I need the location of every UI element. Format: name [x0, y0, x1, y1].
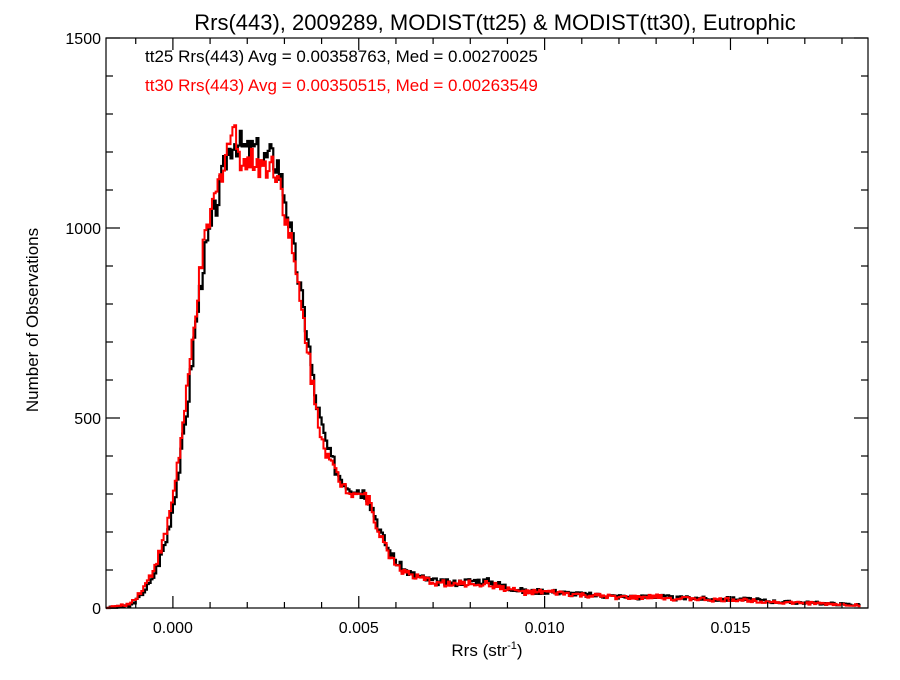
- x-axis-label: Rrs (str-1): [451, 640, 522, 660]
- series-0-line: [106, 129, 861, 610]
- y-tick-label: 1000: [65, 221, 101, 238]
- x-axis-label-main: Rrs (str: [451, 641, 507, 660]
- y-tick-label: 0: [92, 601, 101, 618]
- x-tick-label: 0.000: [153, 620, 193, 637]
- legend-tt25-stats: tt25 Rrs(443) Avg = 0.00358763, Med = 0.…: [145, 47, 538, 66]
- legend-tt30-stats: tt30 Rrs(443) Avg = 0.00350515, Med = 0.…: [145, 76, 538, 95]
- y-axis-label: Number of Observations: [23, 228, 42, 412]
- series-1-line: [106, 124, 861, 609]
- x-tick-label: 0.015: [710, 620, 750, 637]
- y-tick-label: 500: [74, 411, 101, 428]
- plot-area: 0.000 0.005 0.010 0.015 0 500 1000 1500: [65, 31, 869, 637]
- chart-title: Rrs(443), 2009289, MODIST(tt25) & MODIST…: [194, 10, 796, 35]
- x-tick-label: 0.010: [525, 620, 565, 637]
- x-axis-label-suffix: ): [517, 641, 523, 660]
- x-axis-label-superscript: -1: [507, 640, 517, 652]
- x-tick-label: 0.005: [339, 620, 379, 637]
- y-tick-label: 1500: [65, 31, 101, 48]
- plot-frame: [105, 37, 869, 609]
